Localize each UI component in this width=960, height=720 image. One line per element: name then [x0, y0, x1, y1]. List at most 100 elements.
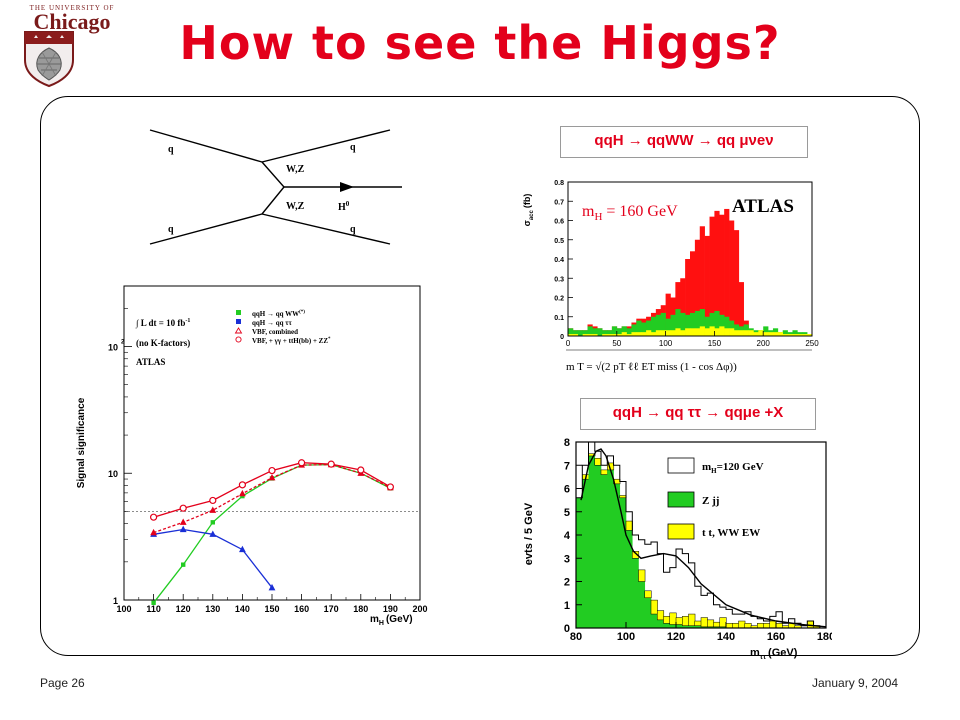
histogram-bar-ttbar [688, 613, 696, 626]
histogram-bar-background-green [592, 328, 598, 336]
histogram-bar-background-green [694, 310, 701, 336]
boson-label-lower: W,Z [286, 201, 305, 212]
data-point-2 [239, 489, 246, 497]
data-point-3 [298, 459, 306, 467]
histogram-bar-ttbar [650, 599, 658, 615]
histogram-bar-background-yellow [646, 330, 652, 336]
histogram-bar-background-yellow [592, 334, 598, 336]
histogram-bar-signal [704, 235, 710, 336]
histogram-bar-zjj [651, 614, 658, 628]
histogram-bar-zjj [676, 624, 683, 628]
histogram-bar-background-green [680, 312, 686, 336]
histogram-bar-background-yellow [714, 328, 720, 336]
histogram-bar-background-yellow [602, 334, 608, 336]
university-crest-icon [24, 31, 74, 88]
x-tick-label: 100 [116, 604, 131, 614]
histogram-bar-zjj [669, 624, 677, 628]
tautau-mass-chart: 80 100 120 140 160 180 0 1 2 3 4 5 6 7 8 evts / 5 GeV… [523, 437, 832, 661]
feynman-diagram: q q q q W,Z W,Z H0 [149, 129, 402, 245]
histogram-bar-background-yellow [792, 334, 798, 336]
histogram-bar-ttbar [619, 495, 627, 499]
data-point-3 [149, 513, 158, 521]
histogram-bar-background-yellow [650, 332, 657, 336]
signal-curve [580, 448, 827, 628]
histogram-bar-zjj [594, 465, 602, 628]
histogram-bar-ttbar [663, 616, 671, 624]
y-tick-label: 5 [564, 507, 570, 519]
histogram-bar-zjj [582, 479, 589, 628]
legend-marker-ttbar [667, 523, 695, 540]
histogram-bar-background-yellow [607, 334, 613, 336]
legend-label-ww: qqH → qq WW(*) [252, 310, 305, 318]
histogram-bar-background-green [641, 322, 647, 336]
histogram-bar-signal [714, 210, 720, 336]
histogram-bar-zjj [657, 619, 664, 628]
histogram-bar-background-green [621, 326, 627, 336]
histogram-bar-ttbar [757, 623, 765, 629]
quark-label-bl: q [168, 224, 174, 235]
histogram-bar-ttbar [707, 619, 715, 628]
histogram-bar-zjj [588, 455, 596, 628]
data-point-1 [239, 545, 246, 553]
histogram-bar-signal [690, 251, 696, 336]
histogram-bar-background-yellow [616, 334, 622, 336]
y-tick-label: 8 [564, 437, 570, 449]
histogram-bar-background-yellow [763, 332, 769, 336]
histogram-bar-signal [733, 230, 740, 336]
mt-formula: m T = √(2 pT ℓℓ ET miss (1 - cos Δφ)) [566, 361, 737, 373]
histogram-bar-zjj [607, 469, 614, 628]
x-tick-label: 180 [353, 604, 368, 614]
histogram-bar-background-yellow [621, 332, 627, 336]
y-axis-label: σacc(fb) [522, 194, 535, 227]
histogram-bar-background-yellow [665, 330, 671, 336]
histogram-bar-background-yellow [743, 330, 749, 336]
x-tick-label: 130 [205, 604, 220, 614]
quark-label-br: q [350, 224, 356, 235]
histogram-bar-background-yellow [807, 334, 813, 336]
histogram-bar-background-yellow [655, 330, 662, 336]
histogram-bar-ttbar [732, 623, 740, 629]
y-tick-label: 0.7 [554, 199, 564, 206]
histogram-bar-background-yellow [636, 332, 642, 336]
data-point-3 [357, 466, 365, 474]
histogram-bar-background-green [602, 330, 608, 336]
page-number: Page 26 [40, 676, 85, 690]
x-tick-label: 160 [767, 631, 785, 643]
data-point-3 [386, 483, 394, 491]
x-axis-label: mττ (GeV) [750, 647, 798, 661]
histogram-bar-background-green [587, 326, 593, 336]
histogram-bar-background-green [568, 328, 574, 336]
histogram-bar-signal [738, 282, 744, 336]
y-tick-label: 0.3 [554, 276, 564, 283]
histogram-bar-background-yellow [660, 330, 666, 336]
data-point-0 [181, 562, 186, 567]
histogram-bar-background-yellow [738, 330, 744, 336]
k-factor-annotation: (no K-factors) [136, 338, 190, 348]
histogram-bar-background-green [729, 320, 735, 336]
data-point-1 [179, 525, 187, 533]
content-frame [40, 96, 920, 656]
histogram-bar-background-yellow [626, 334, 632, 336]
data-point-2 [209, 506, 217, 513]
histogram-bar-zjj [663, 623, 671, 628]
histogram-bar-background-green [704, 316, 710, 336]
legend-marker-tautau [236, 319, 241, 324]
histogram-bar-background-yellow [802, 334, 808, 336]
histogram-bar-ttbar [644, 590, 652, 599]
legend-marker-signal [667, 457, 695, 474]
histogram-bar-background-green [709, 312, 715, 336]
histogram-bar-signal [709, 216, 715, 336]
histogram-bar-background-yellow [670, 330, 676, 336]
histogram-bar-zjj [626, 530, 633, 628]
lumi-annotation: ∫ L dt = 10 fb-1 [135, 318, 190, 329]
histogram-bar-background-yellow [685, 328, 691, 336]
histogram-bar-background-green [665, 318, 671, 336]
x-tick-label: 0 [566, 339, 571, 348]
quark-line-bottom [149, 213, 263, 245]
tautau-channel-label: qqH → qq ττ → qqμe +X [580, 398, 816, 430]
histogram-bar-zjj [688, 625, 696, 628]
histogram-bar-background-green [660, 312, 666, 336]
histogram-bar-background-yellow [758, 330, 764, 336]
histogram-bar-zjj [613, 483, 621, 628]
